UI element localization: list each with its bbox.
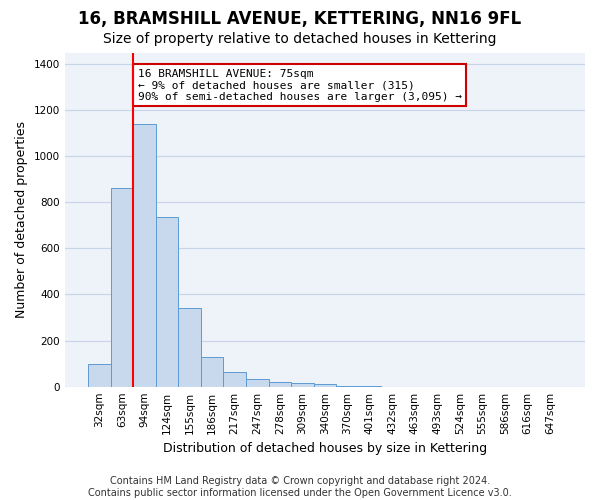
Bar: [111, 188, 133, 386]
Bar: [269, 382, 291, 386]
Text: 16, BRAMSHILL AVENUE, KETTERING, NN16 9FL: 16, BRAMSHILL AVENUE, KETTERING, NN16 9F…: [79, 10, 521, 28]
Bar: [223, 372, 246, 386]
Bar: [133, 124, 156, 386]
Text: 16 BRAMSHILL AVENUE: 75sqm
← 9% of detached houses are smaller (315)
90% of semi: 16 BRAMSHILL AVENUE: 75sqm ← 9% of detac…: [138, 68, 462, 102]
Bar: [201, 356, 223, 386]
Text: Contains HM Land Registry data © Crown copyright and database right 2024.
Contai: Contains HM Land Registry data © Crown c…: [88, 476, 512, 498]
Bar: [88, 364, 111, 386]
Bar: [314, 384, 336, 386]
Text: Size of property relative to detached houses in Kettering: Size of property relative to detached ho…: [103, 32, 497, 46]
X-axis label: Distribution of detached houses by size in Kettering: Distribution of detached houses by size …: [163, 442, 487, 455]
Bar: [246, 378, 269, 386]
Bar: [178, 308, 201, 386]
Bar: [156, 218, 178, 386]
Bar: [291, 383, 314, 386]
Y-axis label: Number of detached properties: Number of detached properties: [15, 121, 28, 318]
